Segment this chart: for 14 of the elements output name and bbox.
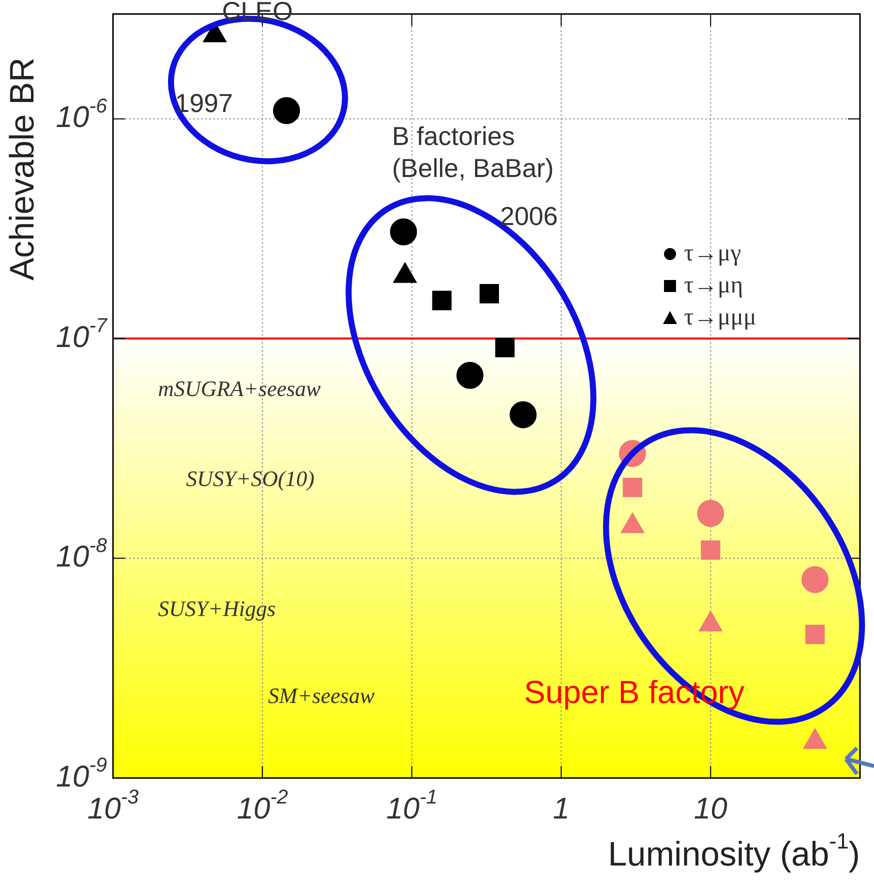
annotation: B factories (392, 121, 515, 152)
annotation: SUSY+Higgs (158, 596, 276, 621)
annotation: mSUGRA+seesaw (158, 376, 322, 401)
annotation: SM+seesaw (268, 682, 375, 708)
y-axis-title: Achievable BR (3, 57, 42, 281)
annotation: 2006 (500, 201, 558, 232)
legend-label: τ→μη (684, 272, 744, 298)
x-tick-label: 10 (694, 792, 728, 826)
annotation: SUSY+SO(10) (186, 466, 315, 491)
legend-label: τ→μμμ (684, 304, 756, 330)
annotation: (Belle, BaBar) (392, 153, 554, 184)
legend-label: τ→μγ (684, 240, 742, 266)
annotation: 1997 (175, 88, 233, 118)
x-tick-label: 1 (552, 792, 570, 826)
